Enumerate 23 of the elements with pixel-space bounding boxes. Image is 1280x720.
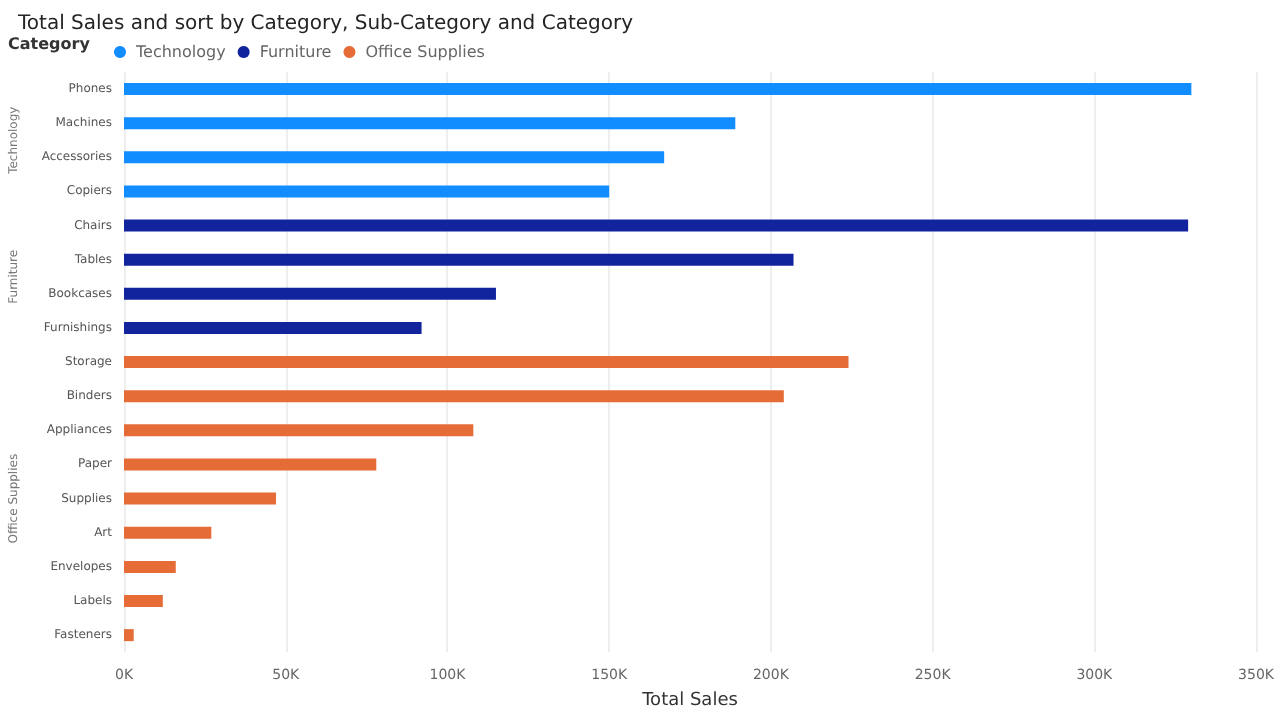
bar [124, 321, 422, 334]
bar [124, 560, 176, 573]
bar [124, 219, 1189, 232]
legend-title: Category [8, 35, 92, 53]
bar [124, 629, 134, 642]
bar [124, 151, 665, 164]
bar [124, 458, 377, 471]
bar [124, 287, 496, 300]
bar [124, 117, 736, 130]
legend-label: Furniture [259, 43, 332, 61]
bar [124, 253, 794, 266]
legend-label: Technology [134, 43, 227, 61]
bar [124, 424, 474, 437]
bar [124, 83, 1192, 96]
bar [124, 595, 163, 608]
bar [124, 185, 610, 198]
bar [124, 526, 212, 539]
bar [124, 356, 849, 369]
legend-label: Office Supplies [365, 43, 485, 61]
chart-title: Total Sales and sort by Category, Sub-Category and Category [16, 13, 634, 35]
x-axis-title: Total Sales [640, 691, 739, 711]
bar [124, 492, 277, 505]
bar [124, 390, 784, 403]
